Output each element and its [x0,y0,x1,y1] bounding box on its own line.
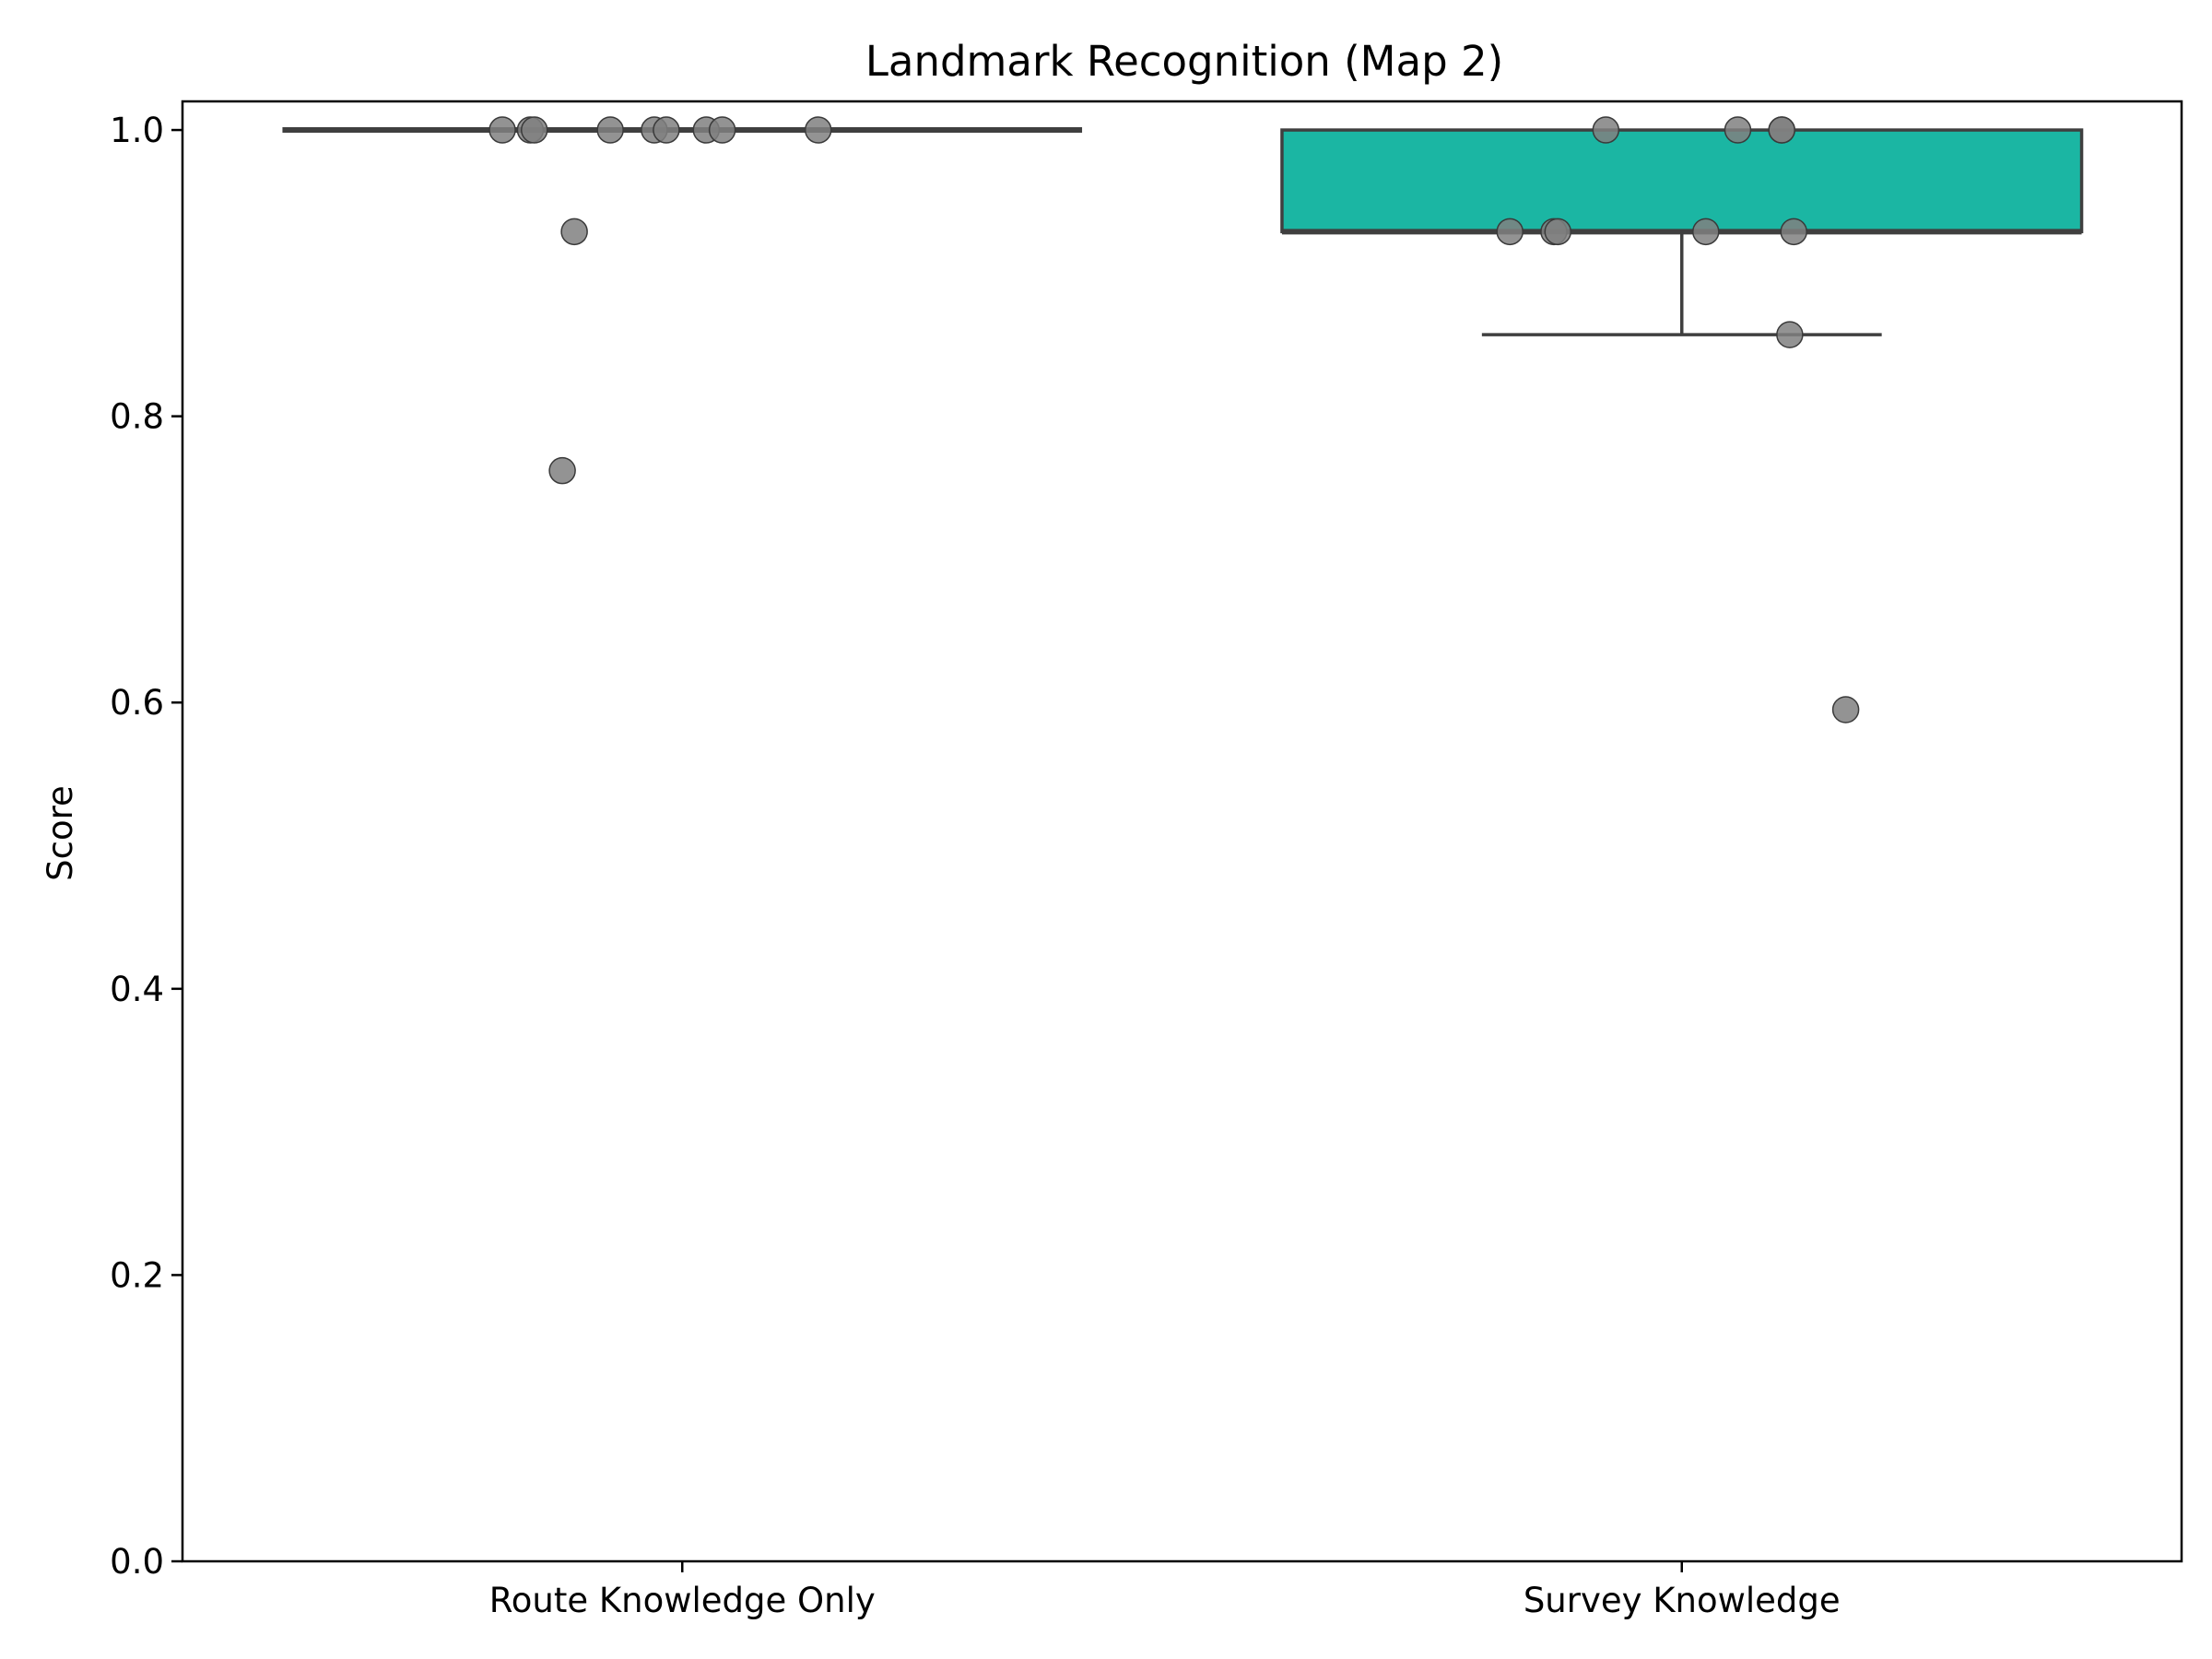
data-point-2-9 [1780,218,1807,246]
data-point-2-8 [1692,218,1720,246]
data-point-2-7 [1544,218,1572,246]
y-tick-label: 0.4 [110,970,164,1009]
x-tick-label: Survey Knowledge [1524,1581,1841,1620]
axes: 0.0 0.2 0.4 0.6 0.8 1.0 Route Knowledge Only Su… [110,100,2183,1620]
box-2-body [1280,128,2084,234]
axes-frame [181,100,2183,1563]
data-point-1-10 [560,218,588,246]
y-axis-title: Score [41,785,80,881]
data-point-1-4 [596,116,624,144]
data-point-2-2 [1724,116,1752,144]
y-tick-label: 0.8 [110,397,164,437]
data-point-2-1 [1592,116,1620,144]
data-point-1-6 [653,116,680,144]
y-tick-label: 1.0 [110,111,164,150]
y-tick-label: 0.2 [110,1255,164,1295]
data-point-1-1 [488,116,516,144]
data-point-1-8 [708,116,736,144]
plot-area [282,116,2084,724]
data-point-2-5 [1496,218,1524,246]
data-point-1-3 [520,116,548,144]
y-tick-label: 0.0 [110,1542,164,1582]
data-point-1-9 [804,116,832,144]
data-point-1-11 [548,456,576,485]
data-point-2-4 [1768,116,1795,144]
data-point-2-11 [1831,696,1860,724]
x-tick-label: Route Knowledge Only [489,1581,876,1620]
chart-title: Landmark Recognition (Map 2) [865,37,1503,86]
y-tick-label: 0.6 [110,683,164,723]
data-point-2-10 [1776,321,1804,348]
